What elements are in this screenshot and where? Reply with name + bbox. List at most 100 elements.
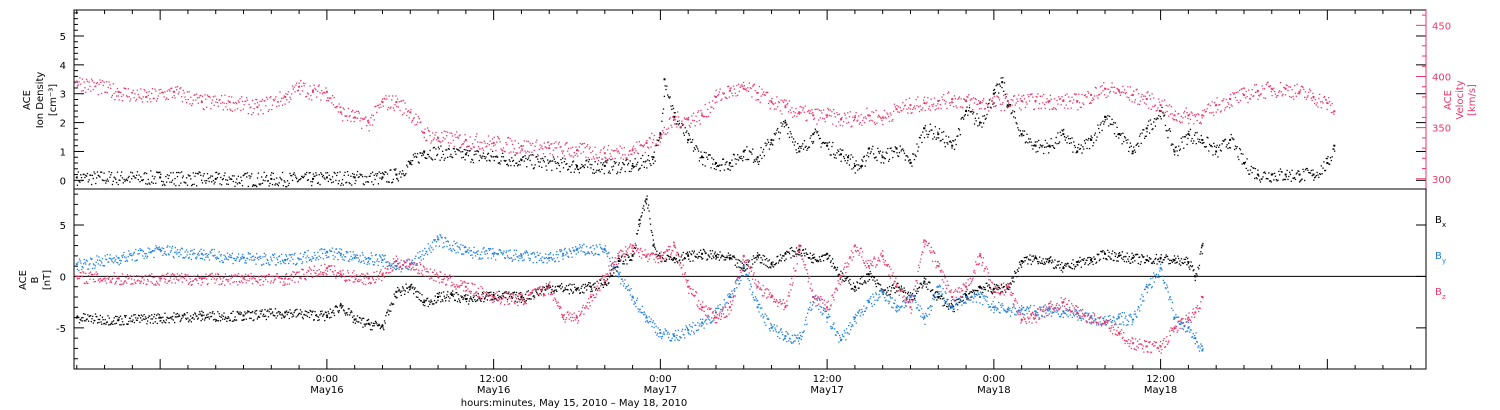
bx-dot <box>1194 279 1196 282</box>
density-dot <box>1308 171 1310 174</box>
velocity-dot <box>878 115 881 118</box>
velocity-dot <box>1216 97 1218 99</box>
velocity-dot <box>332 104 335 106</box>
bx-dot <box>656 255 659 257</box>
velocity-dot <box>1020 109 1022 111</box>
density-dot <box>227 183 229 186</box>
bx-dot <box>419 300 422 302</box>
velocity-dot <box>384 98 386 100</box>
density-dot <box>1196 131 1198 134</box>
density-dot <box>1307 169 1309 171</box>
velocity-dot <box>1091 99 1093 102</box>
density-dot <box>262 179 264 181</box>
velocity-dot <box>188 91 190 93</box>
velocity-dot <box>708 101 711 104</box>
density-dot <box>775 132 777 134</box>
density-dot <box>805 145 807 147</box>
velocity-dot <box>140 98 143 100</box>
density-dot <box>1020 133 1022 136</box>
bx-dot <box>544 289 546 291</box>
bx-dot <box>804 255 806 257</box>
velocity-dot <box>652 138 655 141</box>
bx-dot <box>705 252 707 254</box>
velocity-dot <box>1139 100 1142 102</box>
density-dot <box>1102 120 1104 122</box>
bx-dot <box>84 313 86 315</box>
bx-dot <box>392 303 395 305</box>
bx-dot <box>1098 253 1100 255</box>
density-dot <box>928 130 931 133</box>
bx-dot <box>441 298 443 301</box>
bx-dot <box>869 270 871 273</box>
density-dot <box>265 176 267 178</box>
density-dot <box>935 138 937 141</box>
velocity-dot <box>626 157 628 159</box>
density-dot <box>1107 115 1109 117</box>
density-dot <box>389 169 391 171</box>
density-dot <box>1082 146 1084 148</box>
bx-dot <box>961 300 963 303</box>
velocity-dot <box>569 155 571 157</box>
velocity-dot <box>1097 97 1099 99</box>
velocity-dot <box>844 114 846 116</box>
bx-point <box>652 244 655 247</box>
velocity-dot <box>1256 91 1258 93</box>
bx-dot <box>879 284 882 286</box>
density-dot <box>272 172 275 175</box>
bx-dot <box>808 257 810 260</box>
density-dot <box>341 182 343 185</box>
velocity-dot <box>684 118 686 120</box>
velocity-dot <box>1124 92 1127 95</box>
bx-dot <box>893 287 895 289</box>
velocity-dot <box>298 82 300 84</box>
velocity-dot <box>1143 95 1145 97</box>
density-point <box>1131 150 1134 153</box>
velocity-dot <box>948 102 951 104</box>
density-dot <box>552 156 555 158</box>
bx-point <box>409 285 412 288</box>
density-point <box>784 121 787 124</box>
velocity-dot <box>857 115 860 117</box>
velocity-dot <box>90 78 93 80</box>
velocity-dot <box>247 113 249 115</box>
velocity-dot <box>967 96 969 99</box>
density-dot <box>1062 130 1064 132</box>
density-dot <box>429 149 431 152</box>
density-dot <box>1036 141 1038 143</box>
velocity-dot <box>991 99 993 102</box>
density-dot <box>827 142 829 144</box>
bx-point <box>437 296 440 298</box>
density-dot <box>345 182 347 184</box>
density-dot <box>717 165 720 167</box>
velocity-dot <box>839 124 841 126</box>
bx-dot <box>278 310 280 313</box>
velocity-dot <box>120 91 122 94</box>
bx-dot <box>493 298 495 300</box>
bx-dot <box>149 315 151 317</box>
velocity-dot <box>475 135 477 138</box>
bx-dot <box>178 314 180 316</box>
density-dot <box>1043 146 1046 148</box>
velocity-dot <box>417 116 420 118</box>
velocity-dot <box>127 88 129 90</box>
velocity-dot <box>156 97 159 100</box>
density-dot <box>519 164 521 166</box>
bx-dot <box>363 323 366 325</box>
density-dot <box>812 141 815 143</box>
velocity-dot <box>290 98 292 100</box>
density-dot <box>342 184 345 186</box>
density-dot <box>349 182 351 185</box>
velocity-dot <box>1329 101 1331 103</box>
bx-point <box>701 252 704 255</box>
density-dot <box>104 179 106 182</box>
bx-dot <box>1124 255 1126 258</box>
bx-dot <box>995 287 997 289</box>
density-dot <box>1083 148 1085 150</box>
bx-dot <box>1052 267 1055 269</box>
velocity-dot <box>224 94 226 96</box>
bx-dot <box>738 266 740 268</box>
density-dot <box>1278 170 1280 173</box>
density-point <box>270 177 273 180</box>
bx-dot <box>416 290 418 293</box>
velocity-dot <box>683 117 686 119</box>
